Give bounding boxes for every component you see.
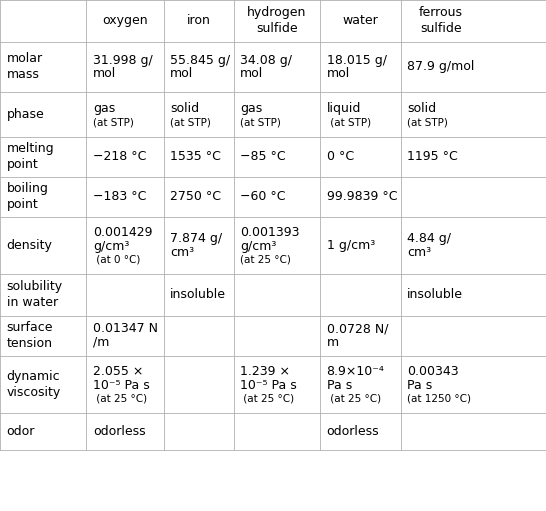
- Text: oxygen: oxygen: [102, 14, 148, 28]
- Text: −218 °C: −218 °C: [93, 150, 146, 164]
- Text: cm³: cm³: [407, 245, 431, 259]
- Text: dynamic
viscosity: dynamic viscosity: [7, 370, 61, 399]
- Text: 10⁻⁵ Pa s: 10⁻⁵ Pa s: [240, 379, 297, 392]
- Text: 1195 °C: 1195 °C: [407, 150, 458, 164]
- Text: Pa s: Pa s: [407, 379, 432, 392]
- Text: mol: mol: [327, 67, 350, 80]
- Text: (at STP): (at STP): [327, 118, 371, 127]
- Text: m: m: [327, 336, 339, 349]
- Text: 34.08 g/: 34.08 g/: [240, 54, 292, 67]
- Text: 0.00343: 0.00343: [407, 365, 459, 379]
- Text: 0.001429: 0.001429: [93, 226, 152, 240]
- Text: (at STP): (at STP): [93, 118, 134, 127]
- Text: 0.01347 N: 0.01347 N: [93, 322, 158, 336]
- Text: 0.001393: 0.001393: [240, 226, 300, 240]
- Text: 18.015 g/: 18.015 g/: [327, 54, 387, 67]
- Text: 31.998 g/: 31.998 g/: [93, 54, 152, 67]
- Text: (at 0 °C): (at 0 °C): [93, 255, 140, 265]
- Text: −85 °C: −85 °C: [240, 150, 286, 164]
- Text: molar
mass: molar mass: [7, 53, 43, 81]
- Text: −183 °C: −183 °C: [93, 190, 146, 203]
- Text: solubility
in water: solubility in water: [7, 281, 63, 309]
- Text: hydrogen
sulfide: hydrogen sulfide: [247, 7, 306, 35]
- Text: 1 g/cm³: 1 g/cm³: [327, 239, 375, 252]
- Text: Pa s: Pa s: [327, 379, 352, 392]
- Text: insoluble: insoluble: [170, 288, 227, 301]
- Text: (at STP): (at STP): [240, 118, 281, 127]
- Text: gas: gas: [240, 102, 263, 115]
- Text: mol: mol: [170, 67, 194, 80]
- Text: 2750 °C: 2750 °C: [170, 190, 221, 203]
- Text: 55.845 g/: 55.845 g/: [170, 54, 230, 67]
- Text: g/cm³: g/cm³: [93, 240, 129, 253]
- Text: cm³: cm³: [170, 245, 194, 259]
- Text: 87.9 g/mol: 87.9 g/mol: [407, 60, 474, 74]
- Text: gas: gas: [93, 102, 115, 115]
- Text: 0.0728 N/: 0.0728 N/: [327, 322, 388, 336]
- Text: g/cm³: g/cm³: [240, 240, 277, 253]
- Text: 0 °C: 0 °C: [327, 150, 354, 164]
- Text: 8.9×10⁻⁴: 8.9×10⁻⁴: [327, 365, 384, 379]
- Text: 2.055 ×: 2.055 ×: [93, 365, 143, 379]
- Text: /m: /m: [93, 336, 109, 349]
- Text: boiling
point: boiling point: [7, 182, 49, 211]
- Text: 7.874 g/: 7.874 g/: [170, 232, 222, 245]
- Text: (at 1250 °C): (at 1250 °C): [407, 394, 471, 404]
- Text: water: water: [342, 14, 378, 28]
- Text: surface
tension: surface tension: [7, 321, 53, 350]
- Text: 1535 °C: 1535 °C: [170, 150, 221, 164]
- Text: (at STP): (at STP): [407, 118, 448, 127]
- Text: 4.84 g/: 4.84 g/: [407, 232, 452, 245]
- Text: ferrous
sulfide: ferrous sulfide: [419, 7, 463, 35]
- Text: (at 25 °C): (at 25 °C): [327, 394, 381, 404]
- Text: (at 25 °C): (at 25 °C): [240, 394, 294, 404]
- Text: (at 25 °C): (at 25 °C): [93, 394, 147, 404]
- Text: odorless: odorless: [93, 425, 145, 438]
- Text: 99.9839 °C: 99.9839 °C: [327, 190, 397, 203]
- Text: odor: odor: [7, 425, 35, 438]
- Text: solid: solid: [407, 102, 436, 115]
- Text: (at STP): (at STP): [170, 118, 211, 127]
- Text: insoluble: insoluble: [407, 288, 464, 301]
- Text: melting
point: melting point: [7, 143, 54, 171]
- Text: (at 25 °C): (at 25 °C): [240, 255, 291, 265]
- Text: 1.239 ×: 1.239 ×: [240, 365, 290, 379]
- Text: density: density: [7, 239, 52, 252]
- Text: mol: mol: [240, 67, 264, 80]
- Text: odorless: odorless: [327, 425, 379, 438]
- Text: 10⁻⁵ Pa s: 10⁻⁵ Pa s: [93, 379, 150, 392]
- Text: solid: solid: [170, 102, 199, 115]
- Text: −60 °C: −60 °C: [240, 190, 286, 203]
- Text: liquid: liquid: [327, 102, 361, 115]
- Text: mol: mol: [93, 67, 116, 80]
- Text: iron: iron: [187, 14, 211, 28]
- Text: phase: phase: [7, 108, 44, 121]
